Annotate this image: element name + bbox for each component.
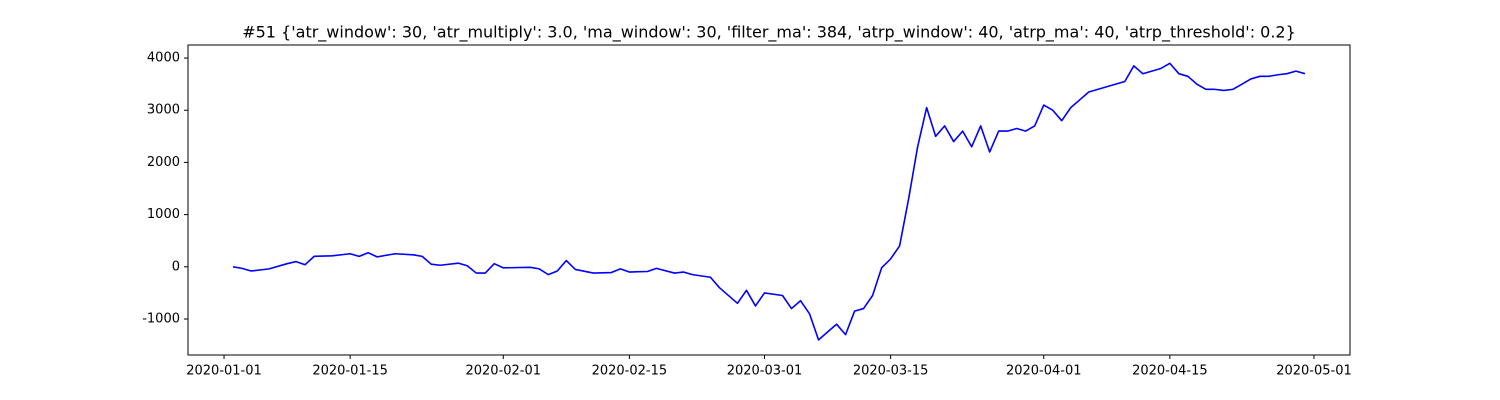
x-tick-label: 2020-02-15 [592,364,668,379]
line-series [232,62,1306,341]
y-tick-label: 3000 [147,103,180,118]
x-tick-label: 2020-01-15 [312,364,388,379]
y-tick-label: 4000 [147,51,180,66]
x-tick-label: 2020-02-01 [465,364,541,379]
x-tick-label: 2020-03-01 [727,364,803,379]
x-tick-label: 2020-04-01 [1006,364,1082,379]
chart-title: #51 {'atr_window': 30, 'atr_multiply': 3… [242,23,1296,43]
x-tick-label: 2020-01-01 [186,364,262,379]
y-tick-label: 2000 [147,155,180,170]
x-tick-label: 2020-04-15 [1132,364,1208,379]
x-tick-label: 2020-05-01 [1276,364,1352,379]
y-tick-label: -1000 [142,311,180,326]
plot-frame [187,44,1351,356]
x-tick-label: 2020-03-15 [853,364,929,379]
y-tick-label: 1000 [147,207,180,222]
y-tick-label: 0 [172,259,180,274]
